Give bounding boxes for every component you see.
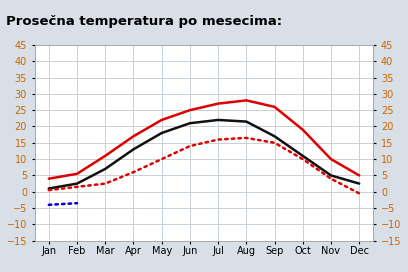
Text: Prosečna temperatura po mesecima:: Prosečna temperatura po mesecima: xyxy=(6,15,282,28)
